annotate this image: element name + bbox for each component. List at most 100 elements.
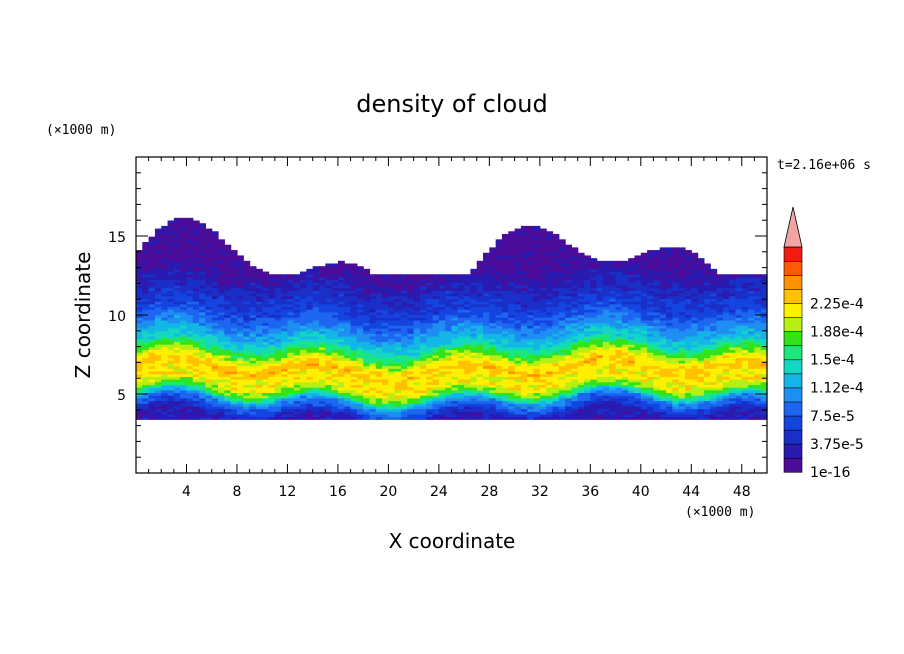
contour-cell	[211, 268, 219, 273]
contour-cell	[413, 287, 421, 291]
contour-cell	[527, 327, 535, 332]
contour-cell	[344, 306, 352, 310]
contour-cell	[394, 311, 402, 316]
contour-cell	[230, 370, 238, 375]
contour-cell	[577, 408, 585, 412]
contour-cell	[438, 408, 446, 412]
contour-cell	[205, 301, 213, 305]
contour-cell	[432, 295, 440, 300]
contour-cell	[230, 260, 238, 265]
contour-cell	[438, 303, 446, 308]
contour-cell	[180, 223, 188, 227]
contour-cell	[161, 333, 169, 337]
contour-cell	[154, 325, 162, 329]
contour-cell	[192, 370, 200, 375]
contour-cell	[382, 362, 389, 367]
contour-cell	[142, 298, 150, 302]
contour-cell	[495, 333, 503, 337]
contour-cell	[394, 405, 402, 410]
contour-cell	[584, 327, 591, 332]
contour-cell	[331, 266, 339, 270]
contour-cell	[356, 266, 364, 270]
contour-cell	[224, 352, 232, 356]
contour-cell	[249, 317, 257, 321]
contour-cell	[325, 338, 333, 342]
contour-cell	[584, 290, 591, 294]
contour-cell	[173, 220, 181, 224]
contour-cell	[577, 314, 585, 318]
contour-cell	[602, 336, 610, 340]
contour-cell	[211, 250, 219, 254]
contour-cell	[628, 284, 636, 289]
contour-cell	[312, 317, 320, 321]
contour-cell	[457, 354, 465, 359]
contour-cell	[375, 322, 383, 326]
contour-cell	[268, 389, 276, 394]
contour-cell	[318, 397, 326, 402]
contour-cell	[192, 405, 200, 410]
contour-cell	[634, 416, 642, 420]
contour-cell	[621, 276, 629, 281]
contour-cell	[180, 392, 188, 396]
contour-cell	[508, 344, 516, 348]
contour-cell	[495, 341, 503, 345]
contour-cell	[161, 236, 169, 240]
contour-cell	[230, 309, 238, 313]
contour-cell	[609, 395, 617, 399]
contour-cell	[249, 341, 257, 345]
contour-cell	[230, 373, 238, 377]
contour-cell	[186, 336, 194, 340]
contour-cell	[445, 400, 453, 404]
contour-cell	[438, 384, 446, 388]
contour-cell	[331, 333, 339, 337]
contour-cell	[621, 408, 629, 412]
contour-cell	[148, 290, 156, 294]
contour-cell	[161, 242, 169, 246]
contour-cell	[199, 303, 207, 308]
contour-cell	[325, 282, 333, 286]
contour-cell	[394, 314, 402, 318]
contour-cell	[205, 397, 213, 402]
contour-cell	[501, 244, 509, 248]
contour-cell	[520, 338, 528, 342]
contour-cell	[186, 411, 194, 415]
contour-cell	[161, 231, 169, 235]
contour-cell	[136, 400, 143, 404]
contour-cell	[514, 376, 522, 380]
contour-cell	[394, 287, 402, 291]
contour-cell	[552, 271, 560, 275]
contour-cell	[514, 352, 522, 356]
contour-cell	[552, 282, 560, 286]
contour-cell	[325, 271, 333, 275]
contour-cell	[243, 327, 251, 332]
contour-cell	[356, 349, 364, 353]
contour-cell	[154, 413, 162, 418]
contour-cell	[596, 301, 604, 305]
contour-cell	[438, 400, 446, 404]
contour-cell	[401, 352, 408, 356]
contour-cell	[628, 373, 636, 377]
contour-cell	[609, 405, 617, 410]
contour-cell	[508, 408, 516, 412]
contour-cell	[375, 276, 383, 281]
contour-cell	[533, 411, 541, 415]
contour-cell	[255, 325, 263, 329]
contour-cell	[274, 282, 282, 286]
contour-cell	[262, 408, 270, 412]
contour-cell	[533, 336, 541, 340]
contour-cell	[167, 403, 175, 407]
contour-cell	[199, 223, 207, 227]
contour-cell	[337, 322, 345, 326]
contour-cell	[199, 295, 207, 300]
contour-cell	[154, 258, 162, 262]
contour-cell	[154, 357, 162, 361]
contour-cell	[640, 392, 648, 396]
contour-cell	[628, 271, 636, 275]
contour-cell	[243, 303, 251, 308]
contour-cell	[527, 271, 535, 275]
contour-cell	[268, 413, 276, 418]
contour-cell	[527, 231, 535, 235]
contour-cell	[426, 290, 434, 294]
contour-cell	[546, 306, 554, 310]
contour-cell	[230, 327, 238, 332]
